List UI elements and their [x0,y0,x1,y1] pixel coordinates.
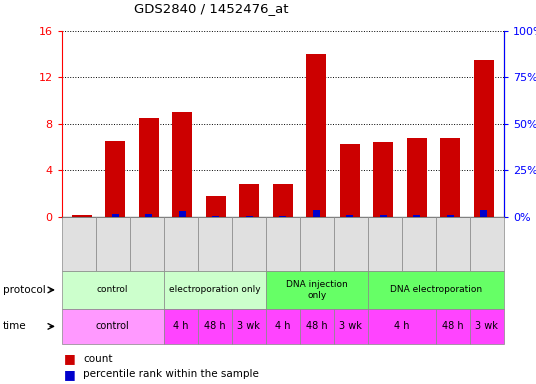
Text: time: time [3,321,26,331]
Text: GDS2840 / 1452476_at: GDS2840 / 1452476_at [134,2,288,15]
Bar [340,144,360,217]
Bar [446,215,454,217]
Text: protocol: protocol [3,285,46,295]
Text: electroporation only: electroporation only [169,285,260,295]
Bar [139,118,159,217]
Text: 4 h: 4 h [173,321,189,331]
Text: DNA electroporation: DNA electroporation [390,285,482,295]
Bar [239,184,259,217]
Text: percentile rank within the sample: percentile rank within the sample [83,369,259,379]
Text: 4 h: 4 h [275,321,291,331]
Bar [111,214,119,217]
Bar [206,196,226,217]
Text: control: control [96,321,130,331]
Text: DNA injection
only: DNA injection only [286,280,348,300]
Bar [474,60,494,217]
Text: 48 h: 48 h [204,321,226,331]
Text: 48 h: 48 h [442,321,464,331]
Bar [379,215,387,217]
Text: count: count [83,354,113,364]
Bar [145,214,152,217]
Bar [178,211,186,217]
Bar [440,138,460,217]
Text: 3 wk: 3 wk [339,321,362,331]
Bar [413,215,420,217]
Text: 3 wk: 3 wk [475,321,498,331]
Text: 3 wk: 3 wk [237,321,260,331]
Bar [72,215,92,217]
Bar [480,210,487,217]
Bar [245,216,253,217]
Bar [346,215,353,217]
Bar [105,141,125,217]
Text: ■: ■ [64,353,76,366]
Bar [312,210,320,217]
Bar [306,54,326,217]
Text: control: control [97,285,129,295]
Bar [373,142,393,217]
Bar [172,112,192,217]
Text: 4 h: 4 h [394,321,410,331]
Text: ■: ■ [64,368,76,381]
Bar [407,138,427,217]
Text: 48 h: 48 h [306,321,327,331]
Bar [273,184,293,217]
